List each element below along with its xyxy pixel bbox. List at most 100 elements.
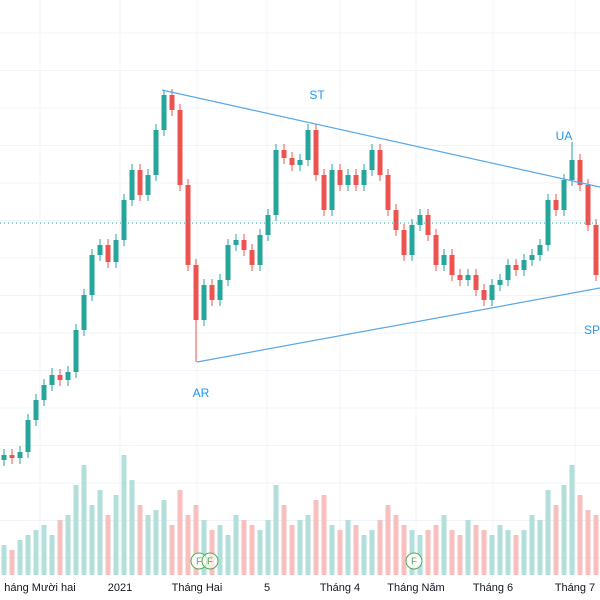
event-marker[interactable]: F [201,552,219,570]
candle-body [409,225,415,255]
volume-bar [361,535,367,575]
event-label: F [411,557,417,568]
x-tick-label: Tháng Hai [172,582,223,594]
x-tick-label: Tháng Năm [387,582,444,594]
event-marker[interactable]: F [405,552,423,570]
volume-bar [121,455,127,575]
volume-bar [81,465,87,575]
candle-body [385,175,391,210]
candle-body [161,95,167,130]
candle-body [561,180,567,210]
trend-line-upper [161,89,600,188]
volume-bar [73,485,79,575]
event-label: F [196,557,202,568]
candle-body [89,255,95,295]
candle-body [449,255,455,275]
volume-bar [217,525,223,575]
x-axis: háng Mười hai 2021 Tháng Hai 5 Tháng 4 Tháng … [4,582,595,594]
candle-body [249,250,255,265]
candle-body [209,285,215,300]
volume-bar [185,515,191,575]
x-tick-label: Tháng 7 [555,582,595,594]
volume-bar [481,530,487,575]
candle-body [113,240,119,262]
candle-body [433,235,439,265]
volume-bar [337,530,343,575]
candle-body [193,265,199,320]
volume-bar [441,515,447,575]
volume-bar [97,490,103,575]
volume-bar [497,525,503,575]
volume-bar [9,550,15,575]
volume-bar [57,520,63,575]
volume-bar [65,515,71,575]
volume-bar [353,525,359,575]
candle-body [297,160,303,165]
volume-bar [433,525,439,575]
volume-bar [577,495,583,575]
candle-body [57,375,63,380]
candle-body [505,265,511,280]
candle-body [81,295,87,330]
candle-body [25,420,31,452]
candle-body [345,175,351,185]
volume-bar [393,515,399,575]
annotation: SP [584,323,600,337]
volume-bar [137,505,143,575]
volume-bar [449,530,455,575]
candle-body [497,280,503,285]
volume-bar [265,520,271,575]
candle-body [465,275,471,280]
volume-bar [297,520,303,575]
candle-body [529,255,535,260]
candle-body [457,275,463,280]
candle-body [65,372,71,380]
price-pane [1,89,599,466]
volume-bar [385,505,391,575]
volume-bar [105,515,111,575]
candle-body [481,290,487,300]
volume-pane [1,455,599,575]
volume-bar [17,540,23,575]
volume-bar [401,525,407,575]
candle-body [377,150,383,175]
candle-body [185,185,191,265]
volume-bar [345,520,351,575]
volume-bar [537,520,543,575]
candle-body [425,215,431,235]
volume-bar [545,490,551,575]
candle-body [553,200,559,210]
candle-body [225,245,231,280]
volume-bar [313,500,319,575]
volume-bar [1,545,7,575]
candle-body [577,160,583,185]
candle-body [473,275,479,290]
annotation: ST [309,88,325,102]
volume-bar [129,480,135,575]
volume-bar [473,525,479,575]
candle-body [585,185,591,225]
volume-bar [41,525,47,575]
event-label: F [207,557,213,568]
volume-bar [329,525,335,575]
volume-bar [281,505,287,575]
candle-body [401,230,407,255]
candle-body [177,110,183,185]
volume-bar [425,530,431,575]
candle-body [49,375,55,385]
candle-body [273,150,279,215]
candle-body [265,215,271,235]
volume-bar [161,500,167,575]
volume-bar [465,520,471,575]
candle-body [361,170,367,185]
volume-bar [409,530,415,575]
volume-bar [153,510,159,575]
volume-bar [289,525,295,575]
volume-bar [569,465,575,575]
volume-bar [377,520,383,575]
candle-body [393,210,399,230]
candle-body [145,175,151,195]
volume-bar [233,515,239,575]
volume-bar [225,535,231,575]
